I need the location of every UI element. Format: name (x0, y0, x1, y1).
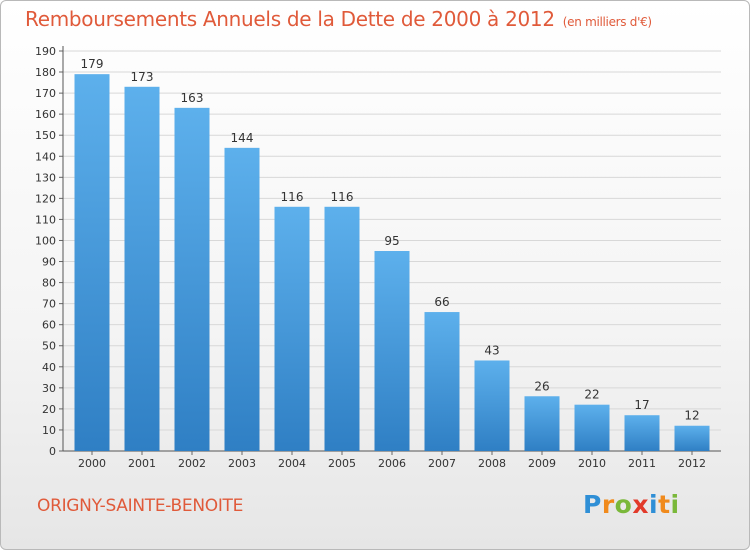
y-tick-label: 50 (42, 340, 56, 353)
x-tick-label: 2012 (678, 457, 706, 470)
value-label: 116 (331, 190, 354, 204)
chart-title: Remboursements Annuels de la Dette de 20… (25, 7, 652, 31)
value-label: 144 (231, 131, 254, 145)
bars (74, 74, 710, 451)
y-tick-label: 30 (42, 382, 56, 395)
y-tick-label: 170 (35, 87, 56, 100)
y-tick-label: 60 (42, 319, 56, 332)
x-tick-label: 2004 (278, 457, 306, 470)
x-tick-label: 2009 (528, 457, 556, 470)
logo-letter: t (658, 490, 671, 519)
bar-2006 (374, 251, 410, 451)
x-tick-labels: 2000 2001 2002 2003 2004 2005 2006 2007 2008 2009… (78, 457, 706, 470)
bar-2010 (574, 404, 610, 451)
x-tick-label: 2000 (78, 457, 106, 470)
x-tick-label: 2007 (428, 457, 456, 470)
y-tick-label: 70 (42, 298, 56, 311)
y-tick-label: 160 (35, 108, 56, 121)
y-tick-label: 80 (42, 277, 56, 290)
value-label: 26 (534, 379, 549, 393)
bar-2008 (474, 360, 510, 451)
y-tick-label: 150 (35, 129, 56, 142)
x-tick-label: 2003 (228, 457, 256, 470)
value-label: 66 (434, 295, 449, 309)
value-label: 173 (131, 70, 154, 84)
y-tick-label: 180 (35, 66, 56, 79)
bar-2001 (124, 86, 160, 451)
y-tick-labels: 0 10 20 30 40 50 60 70 80 90 100 110 120 130 140 150 160… (35, 45, 56, 458)
y-tick-label: 0 (49, 445, 56, 458)
x-tick-label: 2010 (578, 457, 606, 470)
value-label: 95 (384, 234, 399, 248)
value-label: 17 (634, 398, 649, 412)
y-tick-label: 40 (42, 361, 56, 374)
logo-letter: o (614, 490, 633, 519)
bar-2003 (224, 147, 260, 451)
y-tick-label: 20 (42, 403, 56, 416)
x-tick-label: 2011 (628, 457, 656, 470)
value-labels: 179 173 163 144 116 116 95 66 43 26 22 17 12 (81, 57, 700, 423)
bar-2005 (324, 206, 360, 451)
logo-letter: r (601, 490, 615, 519)
chart-subtitle: (en milliers d'€) (562, 15, 652, 29)
x-tick-label: 2002 (178, 457, 206, 470)
y-tick-label: 10 (42, 424, 56, 437)
bar-2002 (174, 107, 210, 451)
x-tick-label: 2005 (328, 457, 356, 470)
bar-2004 (274, 206, 310, 451)
value-label: 43 (484, 343, 499, 357)
y-tick-label: 120 (35, 192, 56, 205)
chart-title-text: Remboursements Annuels de la Dette de 20… (25, 7, 555, 31)
logo-letter: i (670, 490, 680, 519)
bar-2007 (424, 312, 460, 451)
value-label: 179 (81, 57, 104, 71)
x-tick-label: 2001 (128, 457, 156, 470)
value-label: 163 (181, 91, 204, 105)
bar-2009 (524, 396, 560, 451)
logo-letter: x (632, 490, 649, 519)
logo-letter: i (649, 490, 659, 519)
y-tick-label: 190 (35, 45, 56, 58)
x-tick-label: 2008 (478, 457, 506, 470)
value-label: 22 (584, 388, 599, 402)
bar-2000 (74, 74, 110, 451)
proxiti-logo: Proxiti (583, 490, 680, 519)
y-tick-label: 130 (35, 171, 56, 184)
value-label: 12 (684, 409, 699, 423)
bar-2011 (624, 415, 660, 451)
x-tick-label: 2006 (378, 457, 406, 470)
town-name: ORIGNY-SAINTE-BENOITE (37, 496, 244, 516)
value-label: 116 (281, 190, 304, 204)
y-tick-label: 140 (35, 150, 56, 163)
bar-2012 (674, 425, 710, 451)
y-tick-label: 90 (42, 256, 56, 269)
y-tick-label: 100 (35, 234, 56, 247)
y-tick-label: 110 (35, 213, 56, 226)
logo-letter: P (583, 490, 602, 519)
